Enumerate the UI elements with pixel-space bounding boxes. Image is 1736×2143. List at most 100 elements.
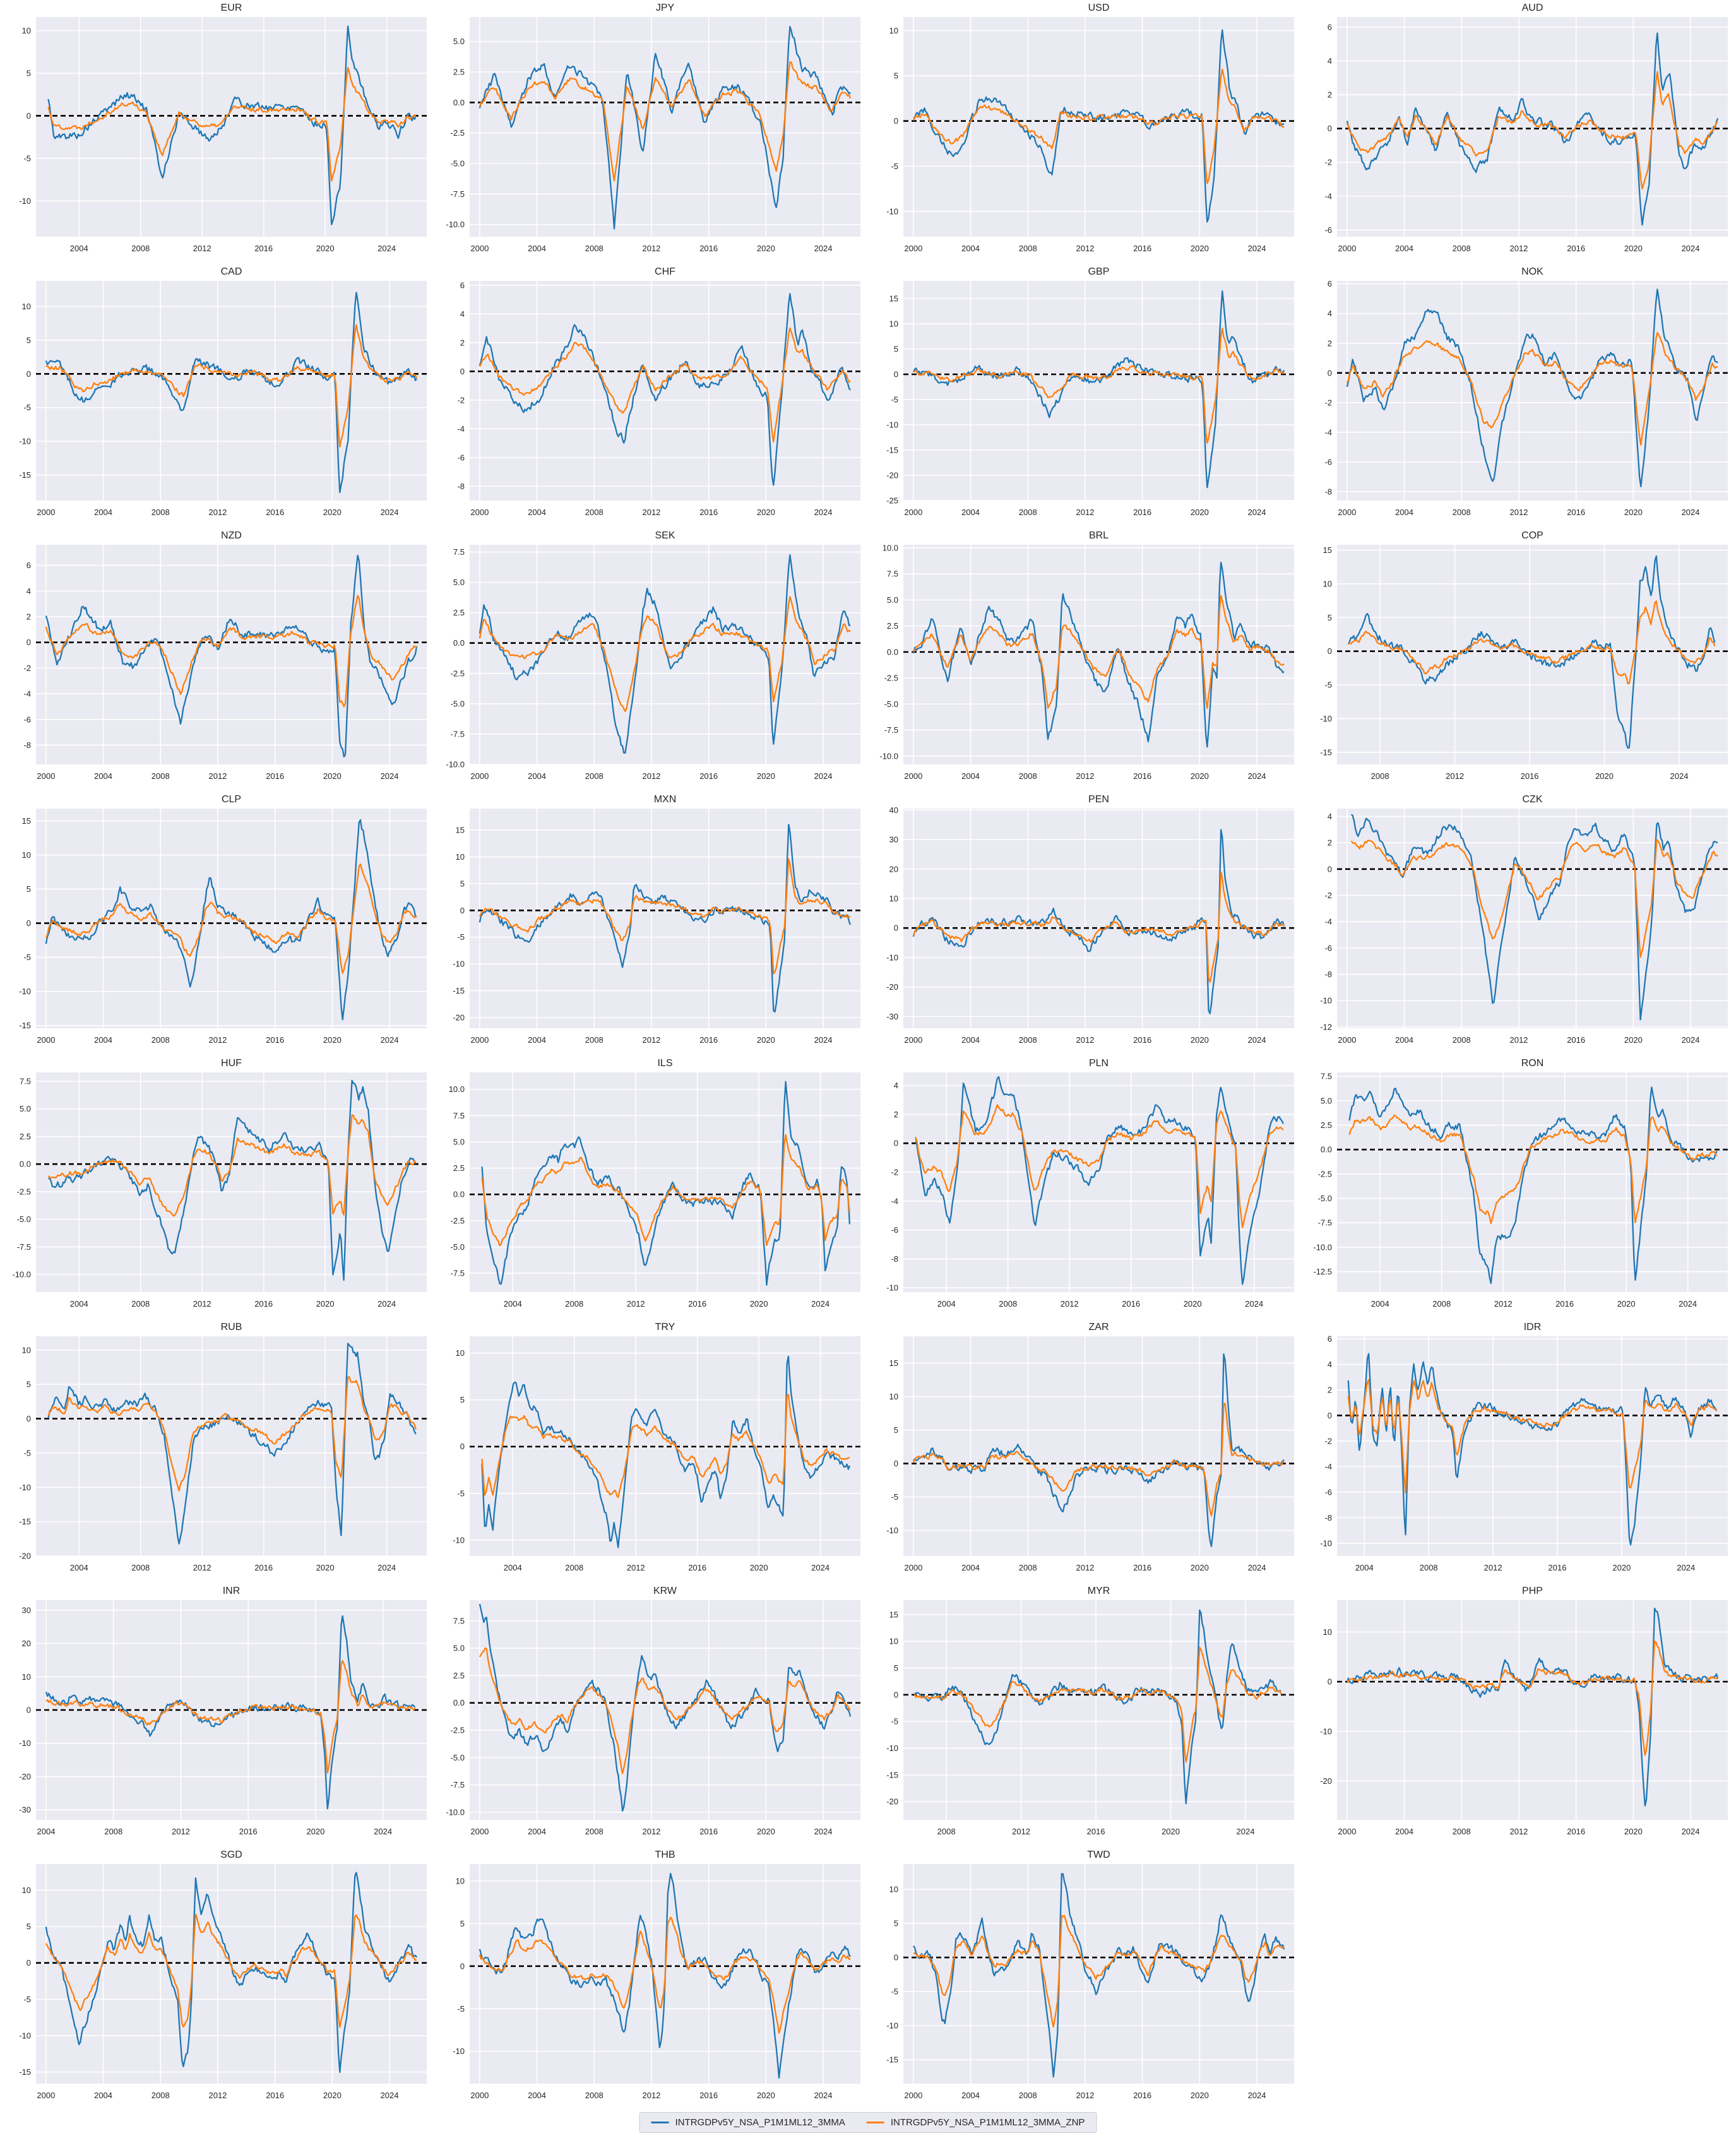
chart-panel-TRY: 10 5 0 -5 -10 2004 2008 2012 2016 2020 2024 TRY bbox=[434, 1319, 867, 1583]
y-tick-label: -10 bbox=[19, 196, 31, 206]
x-tick-label: 2004 bbox=[1395, 244, 1413, 253]
y-tick-label: 5 bbox=[460, 1395, 465, 1404]
x-tick-label: 2016 bbox=[699, 771, 718, 781]
x-tick-label: 2020 bbox=[1191, 1035, 1209, 1045]
x-tick-label: 2024 bbox=[374, 1827, 392, 1836]
plot-area bbox=[903, 1600, 1294, 1820]
x-tick-label: 2020 bbox=[750, 1563, 768, 1572]
x-tick-label: 2020 bbox=[1624, 1035, 1643, 1045]
series-line-3mma-znp bbox=[1347, 1641, 1718, 1756]
x-tick-label: 2012 bbox=[642, 771, 660, 781]
chart-panel-GBP: 15 10 5 0 -5 -10 -15 -20 -25 2000 2004 2008 2012 2016… bbox=[867, 264, 1301, 528]
series-line-3mma bbox=[1346, 288, 1718, 487]
y-tick-label: -10 bbox=[886, 420, 898, 430]
y-tick-label: -2.5 bbox=[451, 128, 465, 138]
x-tick-label: 2012 bbox=[193, 244, 211, 253]
x-tick-label: 2008 bbox=[1019, 508, 1037, 517]
series-line-3mma bbox=[479, 824, 852, 1013]
x-tick-label: 2000 bbox=[904, 508, 922, 517]
y-tick-label: 7.5 bbox=[453, 1616, 465, 1625]
x-tick-label: 2016 bbox=[266, 1035, 284, 1045]
y-tick-label: 0 bbox=[1328, 646, 1332, 656]
x-tick-label: 2008 bbox=[585, 2091, 603, 2100]
x-tick-label: 2012 bbox=[642, 1035, 660, 1045]
y-tick-label: 5 bbox=[460, 879, 465, 888]
series-line-3mma-znp bbox=[913, 328, 1285, 444]
y-tick-label: 0.0 bbox=[453, 1190, 465, 1199]
y-tick-label: 10 bbox=[22, 1672, 31, 1682]
y-tick-label: 10 bbox=[22, 850, 31, 860]
y-tick-label: -6 bbox=[1324, 457, 1332, 466]
y-tick-label: 6 bbox=[460, 280, 465, 290]
x-tick-label: 2016 bbox=[688, 1563, 706, 1572]
x-tick-label: 2000 bbox=[37, 771, 55, 781]
y-tick-label: 0 bbox=[460, 1442, 465, 1451]
x-tick-label: 2020 bbox=[757, 244, 775, 253]
y-tick-label: 20 bbox=[22, 1639, 31, 1648]
y-tick-label: -4 bbox=[1324, 1462, 1332, 1471]
series-line-3mma-znp bbox=[915, 1104, 1284, 1228]
chart-panel-PHP: 10 0 -10 -20 2000 2004 2008 2012 2016 2020 2024 PHP bbox=[1301, 1583, 1735, 1847]
y-tick-label: 10 bbox=[22, 302, 31, 311]
x-tick-label: 2012 bbox=[1012, 1827, 1030, 1836]
plot-area bbox=[1337, 1600, 1728, 1820]
panel-title: RUB bbox=[221, 1322, 242, 1333]
y-tick-label: 4 bbox=[460, 309, 465, 319]
x-tick-label: 2004 bbox=[70, 1563, 88, 1572]
series-line-3mma-znp bbox=[1346, 331, 1718, 446]
x-tick-label: 2008 bbox=[152, 2091, 170, 2100]
series-line-3mma-znp bbox=[913, 595, 1285, 709]
y-tick-label: 2 bbox=[27, 612, 31, 621]
x-tick-label: 2004 bbox=[961, 1563, 980, 1572]
y-tick-label: -2.5 bbox=[17, 1187, 31, 1196]
panel-title: MXN bbox=[654, 794, 677, 805]
x-tick-label: 2004 bbox=[1355, 1563, 1374, 1572]
y-tick-label: 2.5 bbox=[453, 1671, 465, 1680]
y-tick-label: -10 bbox=[1320, 996, 1332, 1006]
y-tick-label: 5 bbox=[27, 1922, 31, 1932]
y-tick-label: -15 bbox=[453, 986, 465, 995]
x-tick-label: 2000 bbox=[470, 1827, 489, 1836]
y-tick-label: 5 bbox=[894, 1425, 898, 1435]
y-tick-label: -4 bbox=[457, 424, 465, 434]
y-tick-label: -12 bbox=[1320, 1022, 1332, 1031]
chart-panel-IDR: 6 4 2 0 -2 -4 -6 -8 -10 2004 2008 2012 2016 2020 2024 I… bbox=[1301, 1319, 1735, 1583]
x-tick-label: 2016 bbox=[239, 1827, 258, 1836]
series-line-3mma bbox=[1350, 814, 1718, 1021]
y-tick-label: -6 bbox=[1324, 225, 1332, 235]
x-tick-label: 2024 bbox=[381, 508, 399, 517]
y-tick-label: 5 bbox=[27, 335, 31, 345]
x-tick-label: 2012 bbox=[642, 508, 660, 517]
x-tick-label: 2008 bbox=[585, 244, 603, 253]
chart-panel-BRL: 10.0 7.5 5.0 2.5 0.0 -2.5 -5.0 -7.5 -10.0 2000 200… bbox=[867, 528, 1301, 792]
series-line-3mma bbox=[47, 25, 417, 225]
y-tick-label: 7.5 bbox=[20, 1076, 31, 1086]
x-tick-label: 2012 bbox=[1494, 1299, 1513, 1309]
y-tick-label: -2.5 bbox=[451, 668, 465, 678]
series-line-3mma-znp bbox=[479, 858, 851, 975]
x-tick-label: 2000 bbox=[470, 244, 489, 253]
y-tick-label: 10 bbox=[889, 319, 898, 329]
y-tick-label: -6 bbox=[1324, 943, 1332, 953]
y-tick-label: -5.0 bbox=[17, 1214, 31, 1224]
chart-panel-PEN: 40 30 20 10 0 -10 -20 -30 2000 2004 2008 2012 2016 20… bbox=[867, 792, 1301, 1055]
chart-panel-TWD: 10 5 0 -5 -10 -15 2000 2004 2008 2012 2016 2020 2024… bbox=[867, 1847, 1301, 2111]
legend-item-3mma-znp: INTRGDPv5Y_NSA_P1M1ML12_3MMA_ZNP bbox=[866, 2117, 1085, 2128]
x-tick-label: 2004 bbox=[1395, 508, 1413, 517]
y-tick-label: -15 bbox=[886, 2055, 898, 2065]
y-tick-label: -4 bbox=[1324, 427, 1332, 437]
panel-title: CHF bbox=[655, 266, 675, 277]
panel-title: JPY bbox=[656, 3, 675, 13]
y-tick-label: -10.0 bbox=[446, 760, 465, 769]
plot-area bbox=[36, 1072, 427, 1292]
y-tick-label: -4 bbox=[891, 1196, 898, 1206]
y-tick-label: 10 bbox=[22, 26, 31, 35]
legend-label-3mma-znp: INTRGDPv5Y_NSA_P1M1ML12_3MMA_ZNP bbox=[890, 2117, 1085, 2128]
chart-panel-NZD: 6 4 2 0 -2 -4 -6 -8 2000 2004 2008 2012 2016 2020 2024… bbox=[0, 528, 434, 792]
y-tick-label: 4 bbox=[1328, 1360, 1332, 1369]
x-tick-label: 2008 bbox=[131, 1563, 150, 1572]
y-tick-label: 0 bbox=[1328, 1677, 1332, 1687]
y-tick-label: -2.5 bbox=[884, 674, 898, 683]
x-tick-label: 2020 bbox=[306, 1827, 324, 1836]
x-tick-label: 2004 bbox=[961, 1035, 980, 1045]
